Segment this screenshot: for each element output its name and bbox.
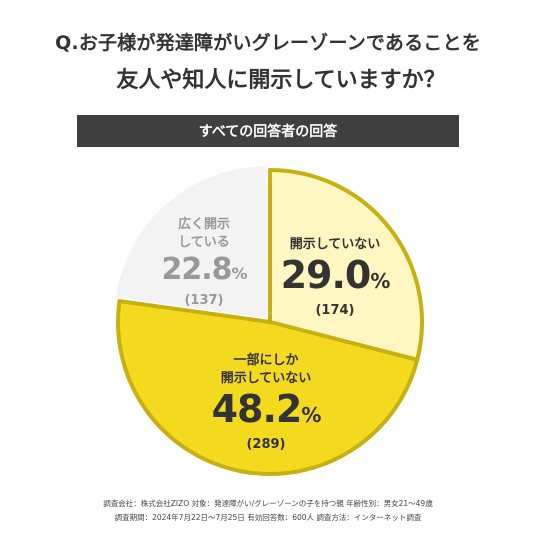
slice-label-partially-disclosed: 一部にしか 開示していない 48.2% (289)	[196, 352, 336, 454]
slice-count: (289)	[246, 437, 286, 452]
slice-name-line-2: 開示していない	[220, 371, 312, 386]
percent-sign: %	[301, 403, 321, 427]
pie-slice-not-disclosed	[268, 168, 424, 362]
slice-label-not-disclosed: 開示していない 29.0% (174)	[270, 236, 400, 320]
pie-slice-widely-disclosed	[116, 166, 267, 319]
respondents-banner: すべての回答者の回答	[77, 115, 459, 147]
survey-footer: 調査会社：株式会社ZIZO 対象：発達障がい/グレーゾーンの子を持つ親 年齢性別…	[0, 497, 536, 525]
slice-percent-value: 48.2	[211, 387, 303, 431]
percent-sign: %	[370, 269, 390, 293]
footer-line-2: 調査期間：2024年7月22日〜7月25日 有効回答数：600人 調査方法：イン…	[114, 513, 422, 522]
question-line-2: 友人や知人に開示していますか？	[116, 68, 446, 93]
slice-name-line-1: 一部にしか	[233, 353, 299, 368]
slice-percent: 29.0%	[270, 254, 400, 302]
slice-count: (137)	[184, 293, 224, 308]
slice-percent: 22.8%	[152, 252, 256, 292]
slice-percent: 48.2%	[196, 388, 336, 436]
slice-name-line-2: している	[178, 235, 230, 250]
pie-slice-partially-disclosed	[116, 299, 420, 476]
slice-name-line-1: 広く開示	[177, 217, 230, 232]
question-line-1: Q.お子様が発達障がいグレーゾーンであることを	[55, 32, 481, 54]
slice-name: 開示していない	[289, 237, 381, 252]
footer-line-1: 調査会社：株式会社ZIZO 対象：発達障がい/グレーゾーンの子を持つ親 年齢性別…	[103, 499, 433, 508]
slice-count: (174)	[315, 303, 355, 318]
slice-percent-value: 29.0	[280, 253, 372, 297]
percent-sign: %	[231, 264, 248, 283]
slice-percent-value: 22.8	[161, 252, 232, 287]
slice-label-widely-disclosed: 広く開示 している 22.8% (137)	[152, 216, 256, 310]
